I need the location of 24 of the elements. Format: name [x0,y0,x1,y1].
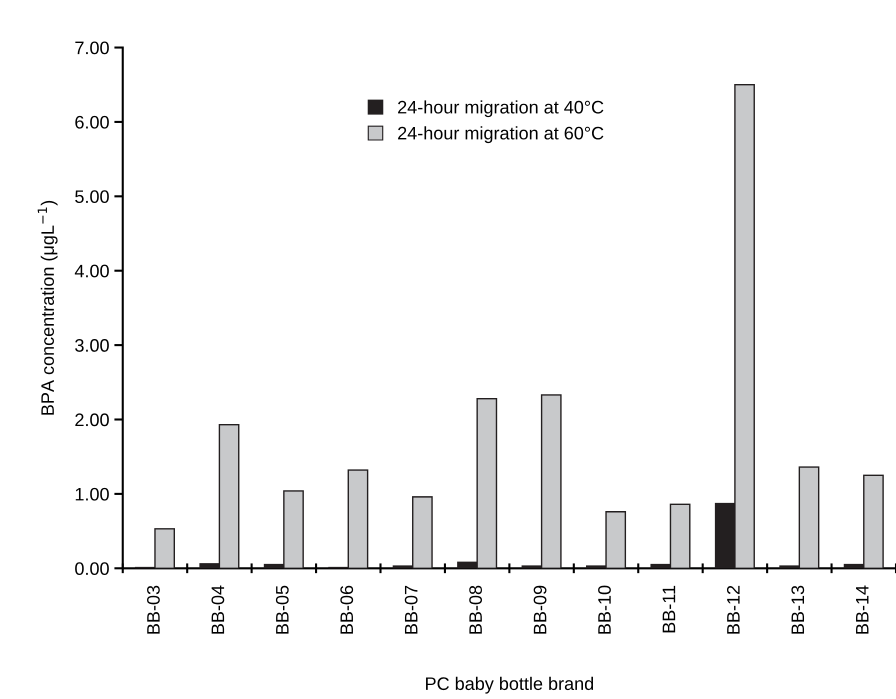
x-tick-label: BB-09 [534,586,546,634]
legend-label: 24-hour migration at 60°C [398,126,604,144]
x-tick-label: BB-08 [469,586,482,634]
x-tick-label: BB-11 [662,586,676,632]
y-tick-label: 6.00 [75,116,109,129]
y-tick-label: 3.00 [75,339,109,352]
y-tick-label: 4.00 [74,264,109,278]
y-tick-label: 7.00 [75,41,109,54]
y-tick-label: 0.00 [75,562,109,576]
y-tick-label: 1.00 [76,488,109,501]
x-tick-label: BB-06 [340,586,354,634]
x-tick-label: BB-03 [147,586,160,634]
x-tick-label: BB-12 [726,586,740,634]
x-tick-label: BB-04 [211,585,224,634]
y-tick-label: 5.00 [75,190,109,204]
x-axis-title: PC baby bottle brand [426,676,594,694]
x-tick-label: BB-14 [856,585,868,634]
x-tick-label: BB-07 [404,586,418,634]
x-tick-label: BB-10 [598,586,611,634]
legend-label: 24-hour migration at 40°C [398,100,604,118]
y-tick-label: 2.00 [75,413,109,426]
x-tick-label: BB-13 [791,586,804,634]
y-axis-title: BPA concentration (μgL$^{−1}$) [38,200,58,415]
x-tick-label: BB-05 [276,586,289,634]
